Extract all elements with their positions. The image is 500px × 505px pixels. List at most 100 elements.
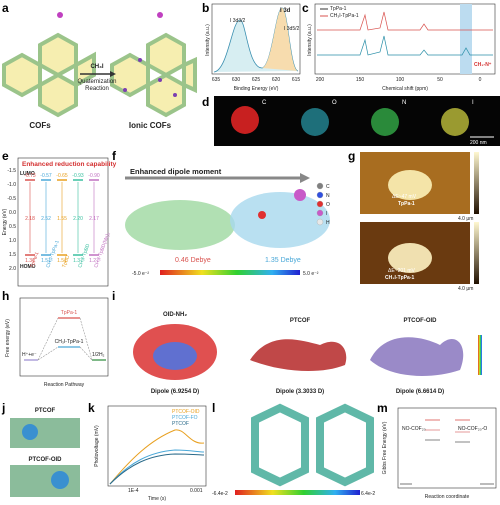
legend-label: O <box>326 202 330 208</box>
label: PTCOF <box>290 318 311 324</box>
label: OID-NH₂ <box>163 312 187 318</box>
panel-letter: h <box>2 289 9 303</box>
colorbar-label: 6.4e-2 <box>361 491 375 497</box>
label: CH₃I-TpPa-1 <box>55 339 84 345</box>
tick-label: 0.0 <box>9 210 16 216</box>
label: CH₃I-TpPa-1 <box>385 275 414 281</box>
tick-label: 615 <box>292 77 301 83</box>
panel-h: h TpPa-1 CH₃I-TpPa-1 H⁺+e⁻ 1/2H₂ Reactio… <box>2 289 109 388</box>
axis-title: Gibbs Free Energy (eV) <box>382 421 388 474</box>
label: I 3d <box>280 8 291 14</box>
panel-letter: k <box>88 401 95 415</box>
label: I 3d5/2 <box>284 26 300 32</box>
label: ΔE~47 mV <box>392 194 417 200</box>
label: CH₃-N⁺ <box>474 62 492 68</box>
axis-title: Free energy (eV) <box>5 319 11 357</box>
value-label: 2.17 <box>89 216 99 222</box>
panel-k: k PTCOF-OID PTCOF-FO PTCOF 1E-4 0.001 Ti… <box>88 401 207 502</box>
panel-letter: c <box>302 1 309 15</box>
label: H⁺+e⁻ <box>22 352 37 358</box>
legend: PTCOF-OID <box>172 409 200 415</box>
legend: CH₃I-TpPa-1 <box>330 13 359 19</box>
tick-label: 1.5 <box>9 252 16 258</box>
value-label: 2.18 <box>25 216 35 222</box>
axis-title: Time (s) <box>148 496 166 502</box>
legend-label: H <box>326 220 330 226</box>
label: PTCOF-OID <box>29 457 63 463</box>
panel-j: j PTCOF PTCOF-OID <box>1 401 80 497</box>
label: TpPa-1 <box>61 310 78 316</box>
tick-label: 2.0 <box>9 266 16 272</box>
value-label: 1.55 <box>57 216 67 222</box>
label: N <box>402 100 406 106</box>
panel-letter: b <box>202 1 209 15</box>
label: NO-COF₂₀ <box>402 426 426 432</box>
value-label: -0.93 <box>72 173 84 179</box>
label: Quaternization <box>77 79 116 85</box>
legend-swatch <box>316 191 324 199</box>
legend: PTCOF-FO <box>172 415 198 421</box>
label: O <box>332 100 337 106</box>
panel-letter: m <box>377 401 388 415</box>
colorbar-label: 5.0 e⁻² <box>303 271 319 277</box>
axis-title: Intensity (a.u.) <box>205 24 211 56</box>
panel-letter: g <box>348 149 355 163</box>
panel-letter: i <box>112 289 115 303</box>
label: I 3d3/2 <box>230 18 246 24</box>
label: LUMO <box>20 171 35 177</box>
label: C <box>262 100 267 106</box>
category-label: CH₃I-TpBD(Me)₂ <box>93 232 111 269</box>
axis-title: Photovoltage (mV) <box>94 425 100 467</box>
label: ΔE~201 mV <box>388 268 415 274</box>
panel-letter: l <box>212 401 215 415</box>
tick-label: 100 <box>396 77 405 83</box>
label: COFs <box>29 121 51 130</box>
panel-letter: a <box>2 1 9 15</box>
tick-label: 635 <box>212 77 221 83</box>
tick-label: 1E-4 <box>128 488 139 494</box>
label: PTCOF <box>35 408 56 414</box>
tick-label: -0.5 <box>7 196 16 202</box>
legend: PTCOF <box>172 421 189 427</box>
panel-b: b I 3d I 3d3/2 I 3d5/2 635 630 625 620 615 B… <box>202 1 300 92</box>
value-label: 2.20 <box>73 216 83 222</box>
panel-letter: d <box>202 95 209 109</box>
label: Dipole (6.6614 D) <box>396 389 444 395</box>
tick-label: -1.5 <box>7 168 16 174</box>
panel-letter: j <box>1 401 5 415</box>
value-label: -0.65 <box>56 173 68 179</box>
scale-bar: 200 nm <box>470 140 487 146</box>
legend-label: C <box>326 184 330 190</box>
axis-title: Intensity (a.u.) <box>307 24 313 56</box>
label: Ionic COFs <box>129 121 172 130</box>
panel-letter: f <box>112 149 117 163</box>
axis-title: Binding Energy (eV) <box>234 86 279 92</box>
label: PTCOF-OID <box>404 318 438 324</box>
tick-label: 200 <box>316 77 325 83</box>
legend-label: I <box>326 211 327 217</box>
legend-swatch <box>316 218 324 226</box>
category-label: CH₃I-TpPa-1 <box>45 239 61 268</box>
colorbar-label: -5.0 e⁻² <box>132 271 149 277</box>
tick-label: 0.001 <box>190 488 203 494</box>
label: NO-COF₂₀-O <box>458 426 487 432</box>
tick-label: 630 <box>232 77 241 83</box>
label: Reaction <box>85 86 109 92</box>
label: Enhanced dipole moment <box>130 167 222 176</box>
axis-title: Reaction Pathway <box>44 382 85 388</box>
axis-title: Chemical shift (ppm) <box>382 86 428 92</box>
label: 4.0 μm <box>458 286 473 292</box>
panel-g: g ΔE~47 mV TpPa-1 ΔE~201 mV CH₃I-TpPa-1 … <box>348 149 479 292</box>
label: 1.35 Debye <box>265 257 301 264</box>
label: Dipole (6.9254 D) <box>151 389 199 395</box>
label: 4.0 μm <box>458 216 473 222</box>
category-label: TpBD <box>61 254 71 268</box>
tick-label: 0.5 <box>9 224 16 230</box>
value-label: 1.27 <box>89 258 99 264</box>
reagent: CH₃I <box>90 64 103 70</box>
panel-m: m NO-COF₂₀ NO-COF₂₀-O Reaction coordinat… <box>377 401 497 500</box>
value-label: 1.51 <box>41 258 51 264</box>
panel-e: e Enhanced reduction capability LUMO HOM… <box>2 149 117 287</box>
panel-a: a CH₃I Quaternization Reaction COFs Ioni… <box>2 1 197 130</box>
